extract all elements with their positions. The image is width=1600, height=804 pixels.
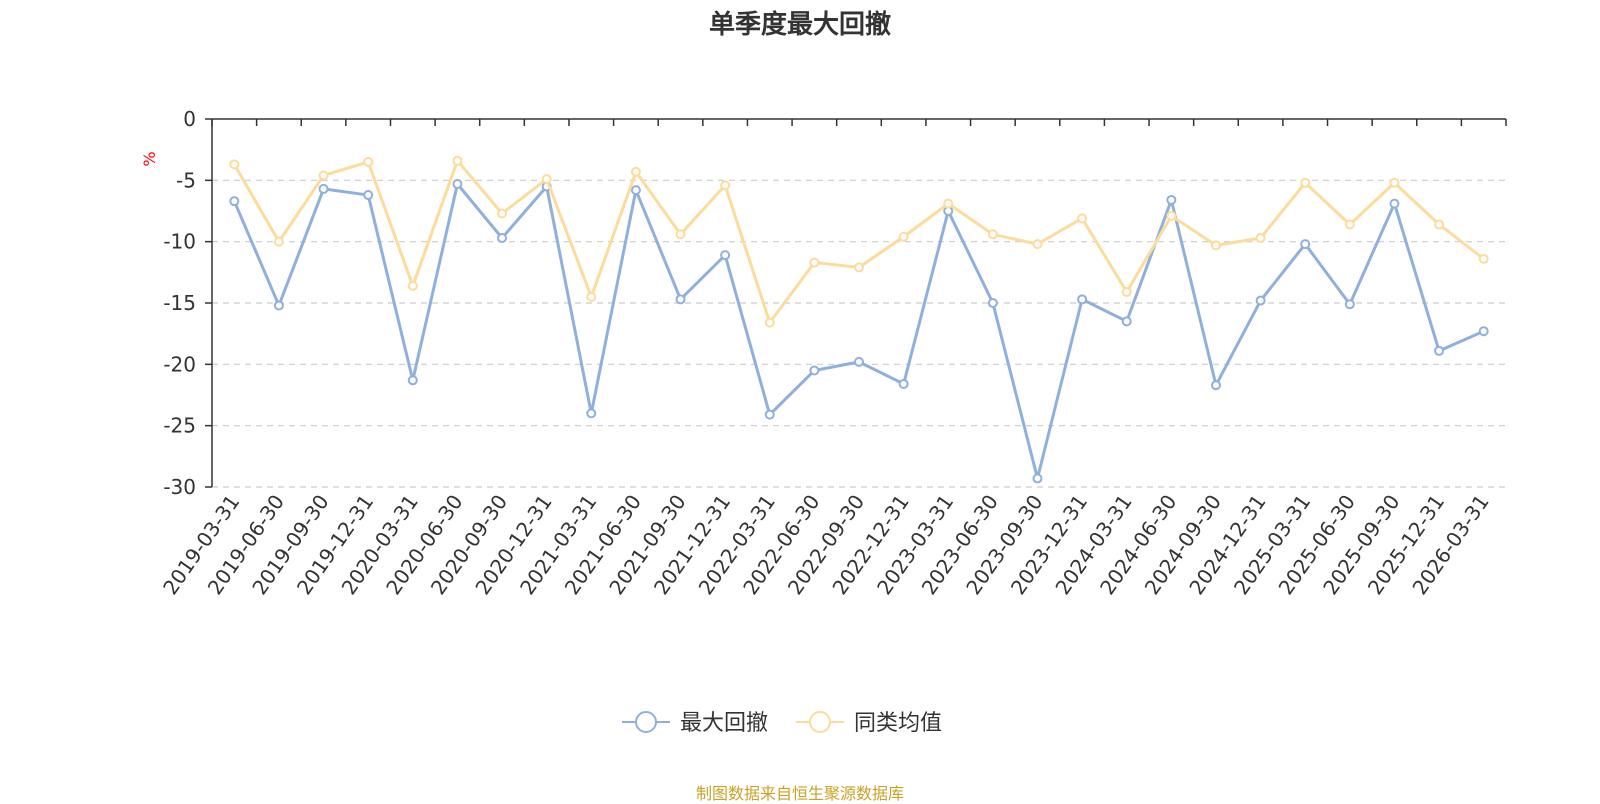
data-point — [1032, 239, 1043, 250]
data-point — [318, 170, 329, 181]
data-point — [229, 159, 240, 170]
y-tick-label: -25 — [163, 414, 196, 438]
data-point — [1344, 219, 1355, 230]
data-point — [1300, 177, 1311, 188]
data-point — [1166, 194, 1177, 205]
legend: 最大回撤 同类均值 — [622, 711, 942, 736]
grid-lines — [212, 179, 1506, 488]
y-tick-label: -15 — [163, 291, 196, 315]
y-tick-label: -5 — [176, 168, 196, 192]
data-point — [1434, 345, 1445, 356]
data-point — [1300, 239, 1311, 250]
data-point — [898, 378, 909, 389]
y-tick-label: -30 — [163, 475, 196, 499]
data-point — [1389, 177, 1400, 188]
data-point — [1434, 219, 1445, 230]
data-point — [1166, 210, 1177, 221]
data-point — [1255, 295, 1266, 306]
data-point — [363, 156, 374, 167]
data-point — [1255, 232, 1266, 243]
data-point — [229, 196, 240, 207]
data-point — [1032, 473, 1043, 484]
data-point — [541, 174, 552, 185]
data-point — [273, 236, 284, 247]
data-point — [943, 198, 954, 209]
series — [229, 155, 1489, 484]
data-point — [675, 294, 686, 305]
data-point — [273, 300, 284, 311]
data-point — [630, 166, 641, 177]
data-point — [987, 229, 998, 240]
data-point — [407, 280, 418, 291]
legend-item: 最大回撤 — [622, 711, 768, 736]
data-point — [854, 356, 864, 367]
data-point — [1121, 316, 1132, 327]
data-point — [720, 180, 731, 191]
series-2 — [229, 155, 1489, 328]
data-point — [586, 291, 597, 302]
data-point — [1478, 326, 1489, 337]
data-point — [452, 155, 463, 166]
data-point — [1478, 253, 1489, 264]
y-tick-label: 0 — [183, 107, 196, 131]
y-tick-label: -20 — [163, 352, 196, 376]
data-point — [898, 231, 909, 242]
data-point — [1077, 294, 1088, 305]
data-point — [363, 190, 374, 201]
data-point — [764, 317, 775, 328]
legend-marker — [635, 711, 657, 733]
data-point — [675, 229, 686, 240]
data-point — [809, 365, 820, 376]
data-point — [720, 250, 731, 261]
data-point — [1077, 213, 1088, 224]
data-point — [497, 232, 508, 243]
data-point — [407, 375, 418, 386]
series-line — [232, 182, 1485, 480]
legend-label: 最大回撤 — [680, 711, 768, 736]
data-point — [1210, 380, 1221, 391]
data-point — [318, 183, 329, 194]
data-point — [1389, 198, 1400, 209]
data-point — [764, 409, 775, 420]
source-note: 制图数据来自恒生聚源数据库 — [695, 784, 904, 803]
data-point — [586, 408, 597, 419]
legend-marker — [809, 711, 831, 733]
series-1 — [229, 179, 1489, 484]
data-point — [1344, 299, 1355, 310]
data-point — [809, 257, 820, 268]
data-point — [452, 179, 463, 190]
data-point — [1210, 240, 1221, 251]
data-point — [987, 298, 998, 308]
data-point — [630, 185, 641, 196]
legend-label: 同类均值 — [854, 711, 942, 736]
chart-title: 单季度最大回撤 — [708, 10, 891, 40]
data-point — [854, 262, 864, 273]
y-axis-label: % — [140, 151, 159, 166]
y-tick-label: -10 — [163, 230, 196, 254]
data-point — [497, 208, 508, 219]
legend-item: 同类均值 — [796, 711, 942, 736]
data-point — [1121, 286, 1132, 297]
